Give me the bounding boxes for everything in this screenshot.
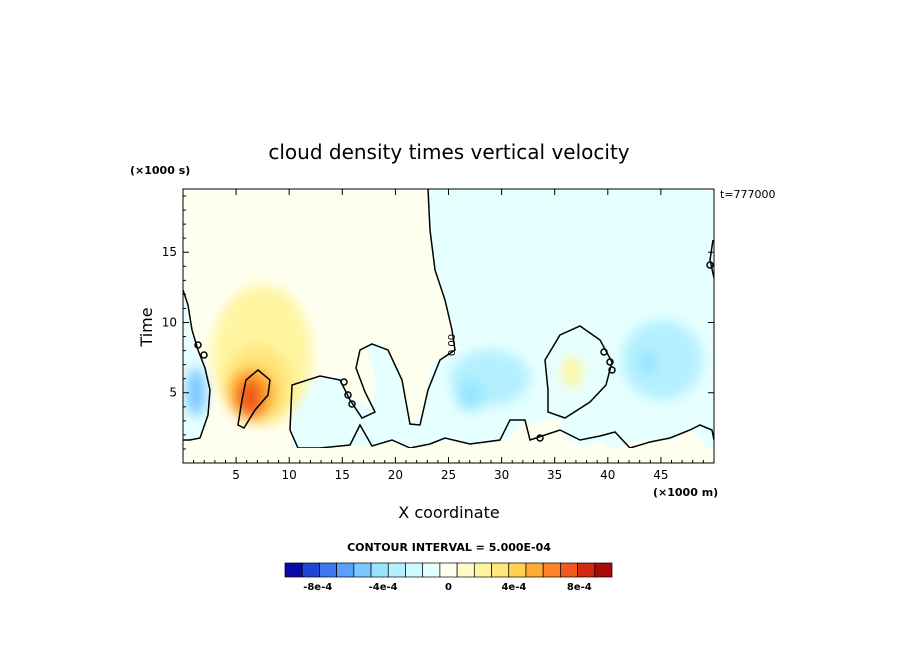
x-unit-label: (×1000 m) <box>653 486 718 499</box>
x-tick-label: 35 <box>547 468 562 482</box>
colorbar-swatch <box>508 562 527 578</box>
colorbar-swatch <box>491 562 510 578</box>
colorbar-label: 8e-4 <box>567 582 592 593</box>
colorbar-swatch <box>336 562 355 578</box>
colorbar-swatch <box>387 562 406 578</box>
contour-value-label: 0.00 <box>447 334 458 356</box>
ground-strip <box>183 448 714 463</box>
x-tick-label: 40 <box>600 468 615 482</box>
colorbar-swatch <box>594 562 613 578</box>
colorbar: -8e-4 -4e-4 0 4e-4 8e-4 <box>284 562 613 593</box>
colorbar-swatch <box>370 562 389 578</box>
colorbar-label: 0 <box>445 582 452 593</box>
y-tick-label: 15 <box>162 245 177 259</box>
colorbar-swatch <box>319 562 337 578</box>
colorbar-swatch <box>405 562 424 578</box>
colorbar-swatch <box>422 562 441 578</box>
y-axis-label: Time <box>137 307 156 347</box>
x-tick-label: 5 <box>232 468 240 482</box>
x-tick-label: 45 <box>653 468 668 482</box>
colorbar-swatch <box>456 562 475 578</box>
colorbar-swatch <box>577 562 596 578</box>
plot-area: 0.00 <box>183 189 714 463</box>
colorbar-swatch <box>473 562 492 578</box>
x-tick-label: 15 <box>335 468 350 482</box>
x-tick-label: 30 <box>494 468 509 482</box>
x-tick-label: 20 <box>388 468 403 482</box>
colorbar-swatch <box>439 562 458 578</box>
contour-interval: CONTOUR INTERVAL = 5.000E-04 <box>347 541 551 554</box>
y-tick-label: 10 <box>162 315 177 329</box>
y-tick-label: 5 <box>169 386 177 400</box>
x-tick-label: 10 <box>282 468 297 482</box>
time-stamp: t=777000 <box>720 188 776 201</box>
x-axis: 5 10 15 20 25 30 35 40 45 <box>193 189 704 482</box>
x-tick-label: 25 <box>441 468 456 482</box>
downdraft-right-core <box>638 351 658 375</box>
colorbar-swatch <box>542 562 561 578</box>
colorbar-swatch <box>284 562 303 578</box>
updraft-core <box>237 378 263 418</box>
weak-updraft <box>562 356 582 388</box>
y-axis: 5 10 15 <box>162 195 714 450</box>
y-unit-label: (×1000 s) <box>130 164 190 177</box>
colorbar-swatch <box>301 562 320 578</box>
colorbar-swatch <box>560 562 578 578</box>
downdraft-right <box>622 320 702 400</box>
colorbar-label: -8e-4 <box>303 582 332 593</box>
colorbar-swatch <box>353 562 372 578</box>
x-axis-label: X coordinate <box>398 503 499 522</box>
colorbar-label: -4e-4 <box>369 582 398 593</box>
downdraft-left <box>186 368 206 416</box>
colorbar-label: 4e-4 <box>501 582 526 593</box>
downdraft-band-core <box>456 379 484 411</box>
chart-title: cloud density times vertical velocity <box>268 140 629 164</box>
colorbar-swatch <box>525 562 544 578</box>
